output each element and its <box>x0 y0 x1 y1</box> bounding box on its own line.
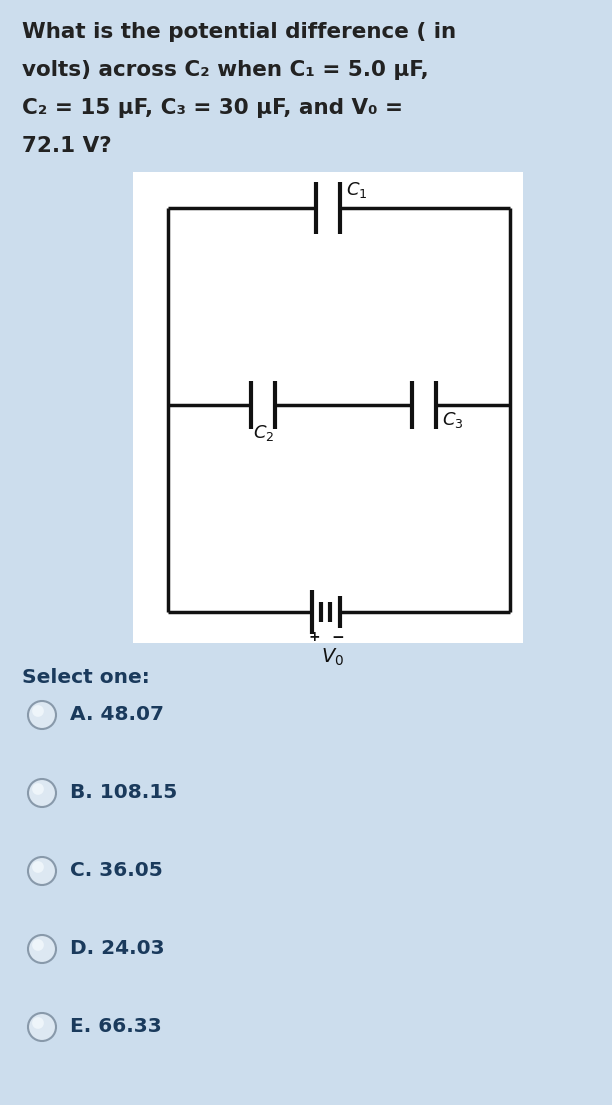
Text: D. 24.03: D. 24.03 <box>70 939 165 958</box>
Text: $C_2$: $C_2$ <box>253 423 274 443</box>
Text: What is the potential difference ( in: What is the potential difference ( in <box>22 22 456 42</box>
Circle shape <box>32 861 44 873</box>
Text: +: + <box>308 630 320 644</box>
Text: A. 48.07: A. 48.07 <box>70 705 164 725</box>
Circle shape <box>28 935 56 962</box>
Text: −: − <box>332 630 345 645</box>
Text: $C_3$: $C_3$ <box>442 410 463 430</box>
Circle shape <box>32 705 44 717</box>
Text: $V_0$: $V_0$ <box>321 648 345 669</box>
Text: volts) across C₂ when C₁ = 5.0 μF,: volts) across C₂ when C₁ = 5.0 μF, <box>22 60 429 80</box>
Circle shape <box>28 1013 56 1041</box>
Text: C. 36.05: C. 36.05 <box>70 862 163 881</box>
Text: $C_1$: $C_1$ <box>346 180 367 200</box>
Circle shape <box>28 857 56 885</box>
Text: E. 66.33: E. 66.33 <box>70 1018 162 1036</box>
Text: Select one:: Select one: <box>22 669 150 687</box>
Circle shape <box>32 1017 44 1029</box>
Circle shape <box>32 783 44 794</box>
Text: 72.1 V?: 72.1 V? <box>22 136 111 156</box>
Circle shape <box>28 779 56 807</box>
Circle shape <box>32 939 44 951</box>
Circle shape <box>28 701 56 729</box>
Text: B. 108.15: B. 108.15 <box>70 783 177 802</box>
Bar <box>133 172 523 643</box>
Text: C₂ = 15 μF, C₃ = 30 μF, and V₀ =: C₂ = 15 μF, C₃ = 30 μF, and V₀ = <box>22 98 403 118</box>
